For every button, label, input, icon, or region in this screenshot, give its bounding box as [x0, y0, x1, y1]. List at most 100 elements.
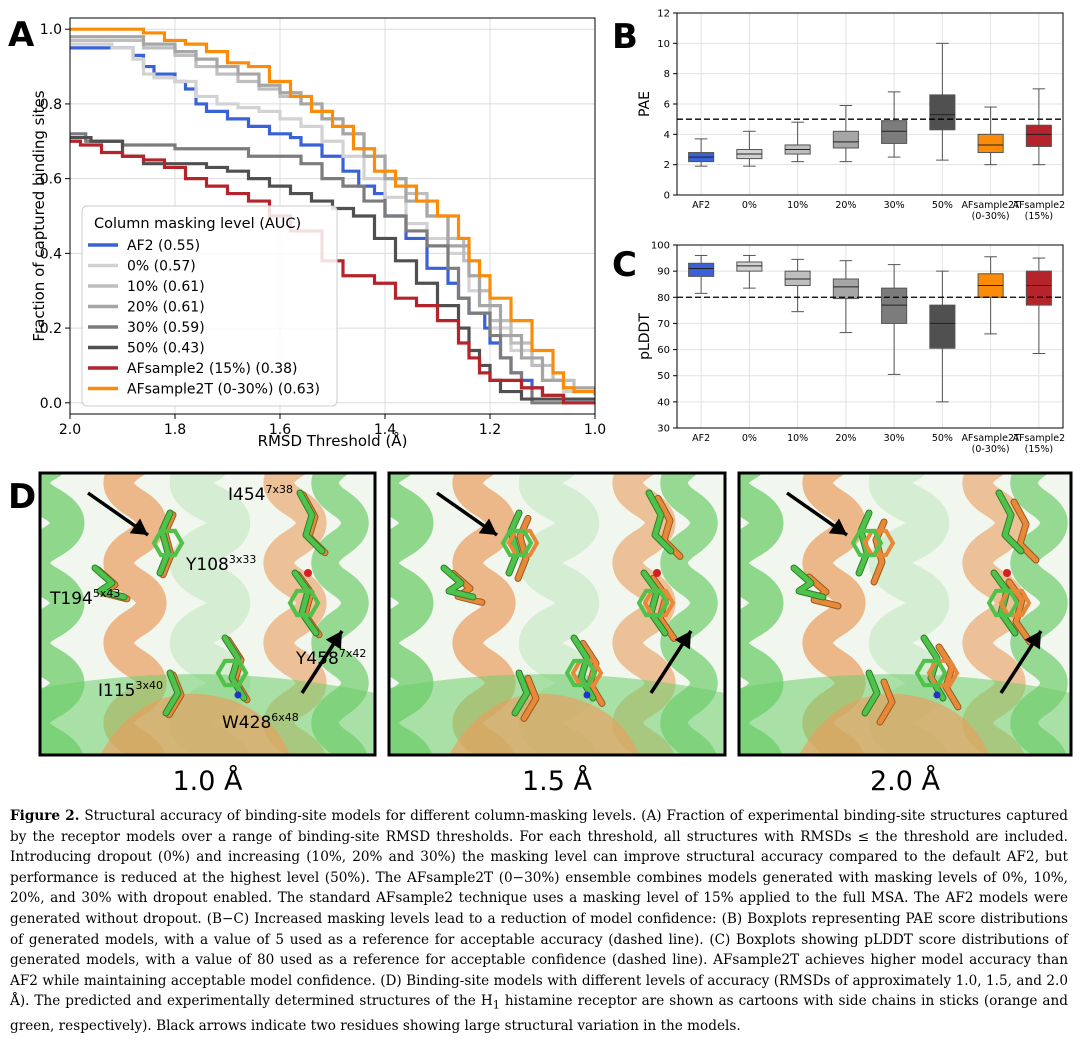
helix-ribbon — [103, 474, 167, 754]
x-tick-label: 30% — [884, 433, 905, 444]
structure-view-2: 1.5 Å — [387, 471, 727, 797]
y-tick-label: 100 — [651, 241, 670, 252]
box-iqr — [736, 261, 763, 272]
helix-ribbon — [1010, 474, 1068, 754]
aromatic-ring — [986, 588, 1020, 618]
x-tick-label: 1.4 — [374, 422, 396, 438]
aromatic-ring — [850, 528, 884, 558]
side-chain-stick — [222, 635, 247, 701]
x-tick-label: (15%) — [1025, 211, 1054, 222]
side-chain-stick — [991, 570, 1018, 636]
legend-entry: 0% (0.57) — [127, 259, 196, 275]
y-axis-label: Fraction of captured binding sites — [30, 90, 48, 341]
x-tick-label: 20% — [835, 433, 856, 444]
figure-caption: Figure 2. Structural accuracy of binding… — [10, 806, 1068, 1036]
box-0 — [688, 254, 715, 294]
side-chain-stick — [163, 670, 181, 716]
arrow-head — [129, 518, 148, 535]
panel-b-letter: B — [612, 17, 638, 57]
side-chain-stick — [936, 644, 961, 710]
x-tick-label: (15%) — [1025, 444, 1054, 455]
y-tick-label: 0.2 — [40, 321, 62, 337]
arrow-head — [478, 518, 497, 535]
x-tick-label: 30% — [884, 200, 905, 211]
side-chain-stick — [571, 635, 596, 701]
cartoon-layer — [41, 474, 374, 754]
aromatic-ring — [564, 658, 598, 688]
box-1 — [736, 130, 763, 167]
side-chain-stick — [791, 565, 826, 600]
side-chain-stick — [1011, 499, 1039, 563]
y-tick-label: 40 — [657, 397, 670, 408]
y-tick-label: 50 — [657, 371, 670, 382]
cartoon-layer — [390, 474, 724, 754]
box-iqr — [881, 120, 908, 144]
box-4 — [881, 264, 908, 375]
side-chain-stick — [877, 679, 895, 725]
y-tick-label: 10 — [657, 39, 670, 50]
side-chain-stick — [92, 565, 127, 600]
legend-entry: AF2 (0.55) — [127, 238, 200, 254]
x-tick-label: 10% — [787, 433, 808, 444]
side-chain-stick — [506, 510, 522, 576]
residue-label: Y4587x42 — [295, 647, 366, 669]
caption-text-after: histamine receptor are shown as cartoons… — [10, 993, 1068, 1034]
x-tick-label: 1.2 — [479, 422, 501, 438]
series-line — [70, 35, 595, 396]
helix-ribbon — [740, 474, 784, 754]
legend-entry: 50% (0.43) — [127, 341, 205, 357]
aromatic-ring — [998, 588, 1032, 618]
box-0 — [688, 138, 715, 167]
axes-frame-a — [69, 17, 596, 415]
legend-entry: 30% (0.59) — [127, 320, 205, 336]
box-3 — [832, 260, 859, 334]
helix-ribbon — [869, 474, 949, 754]
structure-view-1: 1.0 Å — [38, 471, 377, 797]
x-tick-label: AFsample2 — [1013, 433, 1066, 444]
box-iqr — [784, 270, 811, 287]
series-line — [70, 132, 595, 405]
arrow-head — [325, 631, 342, 650]
y-tick-label: 12 — [657, 9, 670, 20]
aromatic-ring — [914, 658, 948, 688]
panel-a-line-chart: 2.0 1.8 1.6 1.4 1.2 1.0 0.0 0.2 0.4 0.6 0.8 1.0 RMSD… — [30, 17, 606, 450]
nitrogen-atom — [234, 691, 242, 699]
view-haze — [41, 474, 374, 754]
side-chain-stick — [646, 490, 674, 554]
helix-ribbon — [802, 474, 866, 754]
box-iqr — [1025, 270, 1052, 306]
box-iqr — [929, 94, 956, 131]
aromatic-ring — [215, 658, 249, 688]
y-tick-label: 90 — [657, 267, 670, 278]
figure-2: A B C D 2.0 1.8 1.6 1.4 1.2 1.0 0.0 0.2 0.4 0.6 0.… — [8, 9, 1073, 797]
x-tick-label: (0-30%) — [972, 211, 1010, 222]
y-axis-label: pLDDT — [637, 313, 653, 360]
helix-ribbon — [519, 474, 599, 754]
helix-ribbon — [660, 474, 718, 754]
box-iqr — [1025, 124, 1052, 147]
aromatic-ring — [570, 658, 604, 688]
structure-rmsd-label: 1.5 Å — [522, 765, 593, 797]
box-3 — [832, 105, 859, 163]
structure-view-3: 2.0 Å — [737, 471, 1073, 797]
view-frame — [387, 471, 727, 757]
helix-ribbon — [799, 693, 989, 754]
box-5 — [929, 42, 956, 161]
series-lines — [70, 27, 595, 405]
legend-entry: AFsample2T (0-30%) (0.63) — [127, 382, 320, 398]
box-6 — [977, 256, 1004, 335]
y-tick-label: 0.6 — [40, 172, 62, 188]
x-tick-label: AFsample2T — [961, 433, 1020, 444]
x-tick-label: (0-30%) — [972, 444, 1010, 455]
cartoon-layer — [740, 474, 1070, 754]
x-tick-label: AF2 — [692, 200, 710, 211]
y-tick-label: 6 — [664, 100, 670, 111]
box-iqr — [832, 278, 859, 300]
box-4 — [881, 91, 908, 158]
helix-ribbon — [449, 693, 639, 754]
legend-title: Column masking level (AUC) — [94, 216, 301, 232]
x-tick-label: 1.0 — [584, 422, 606, 438]
y-tick-label: 8 — [664, 69, 670, 80]
x-tick-label: 1.6 — [269, 422, 291, 438]
residue-label: W4286x48 — [222, 711, 299, 733]
